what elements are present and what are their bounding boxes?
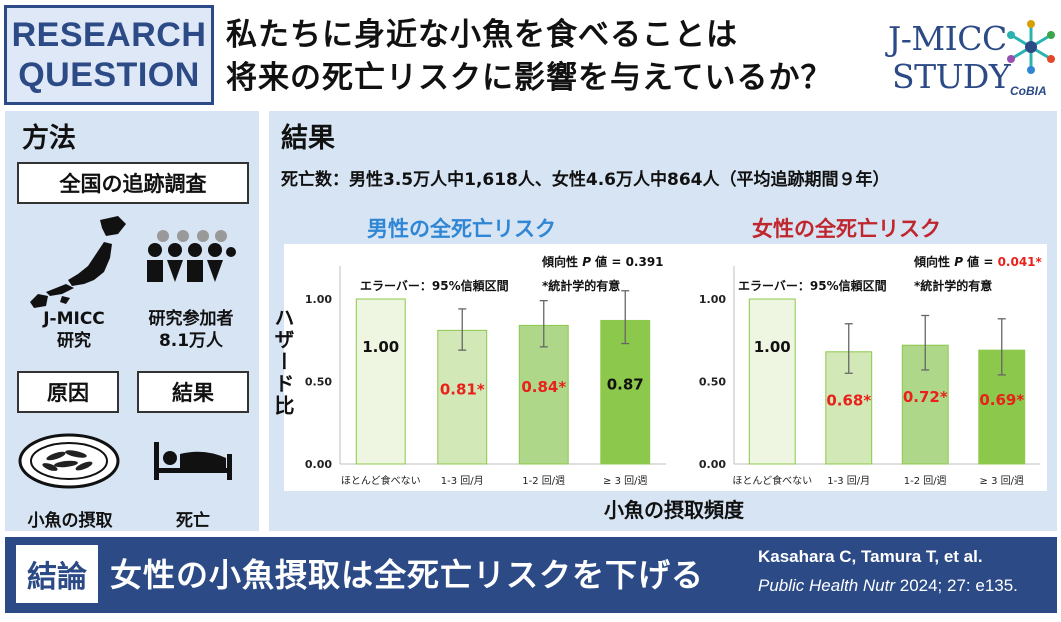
trend-p-letter: P [582, 255, 591, 269]
value-label-men-0: 1.00 [362, 338, 399, 356]
logo-cobia: CoBIA [1010, 84, 1047, 98]
x-tick-label-women-2: 1-2 回/週 [904, 475, 947, 487]
x-tick-label-women-0: ほとんど食べない [732, 474, 812, 487]
x-axis-title: 小魚の摂取頻度 [604, 498, 744, 522]
citation-authors: Kasahara C, Tamura T, et al. [758, 547, 983, 566]
value-label-women-3: 0.69* [979, 391, 1024, 409]
jmicc-study-logo: J-MICC STUDY CoBIA [882, 14, 1057, 106]
value-label-men-2: 0.84* [521, 378, 566, 396]
cause-box: 原因 [17, 371, 119, 413]
research-question-badge: RESEARCH QUESTION [4, 5, 214, 105]
participants-group-icon [147, 230, 236, 282]
y-tick-label-women: 0.50 [699, 376, 726, 389]
bar-men-2 [518, 324, 569, 465]
y-axis-title: ハザード比 [271, 307, 295, 417]
conclusion-label: 結論 [16, 545, 98, 603]
japan-map-icon [30, 216, 126, 308]
study-label-line-1: J-MICC [43, 309, 105, 329]
errorbar-note-men: エラーバー：95%信頼区間 [360, 278, 509, 293]
value-label-women-2: 0.72* [903, 388, 948, 406]
y-tick-label-men: 0.50 [305, 376, 332, 389]
x-tick-label-men-2: 1-2 回/週 [522, 475, 565, 487]
significance-note-women: *統計学的有意 [914, 278, 992, 293]
y-tick-label-men: 1.00 [305, 293, 332, 306]
chart-area: 0.00 0.50 1.00 傾向性 P 値 = 0.391 エラーバー：95%信頼区間… [284, 244, 1047, 491]
bar-men-3 [600, 319, 651, 465]
value-label-men-1: 0.81* [440, 381, 485, 399]
x-tick-label-men-1: 1-3 回/月 [441, 475, 484, 487]
conclusion-text: 女性の小魚摂取は全死亡リスクを下げる [110, 556, 705, 594]
value-label-men-3: 0.87 [607, 375, 644, 393]
trend-p-letter: P [954, 255, 963, 269]
study-label: J-MICC 研究 [34, 308, 114, 352]
participants-label: 研究参加者 8.1万人 [136, 308, 246, 352]
method-title: 方法 [22, 123, 76, 154]
participants-label-line-2: 8.1万人 [158, 331, 224, 351]
logo-line-1: J-MICC [888, 19, 1007, 58]
x-tick-label-men-3: ≥ 3 回/週 [603, 475, 647, 487]
value-label-women-0: 1.00 [754, 338, 791, 356]
snowflake-emblem-icon [1007, 20, 1055, 74]
bar-men-1 [437, 329, 488, 465]
death-label: 死亡 [176, 511, 210, 531]
x-tick-label-women-1: 1-3 回/月 [827, 475, 870, 487]
logo-line-2: STUDY [892, 57, 1011, 96]
study-label-line-2: 研究 [57, 331, 91, 351]
significance-note-men: *統計学的有意 [542, 278, 620, 293]
effect-box: 結果 [137, 371, 249, 413]
y-tick-label-men: 0.00 [305, 458, 332, 471]
question-line-2: 将来の死亡リスクに影響を与えているか？ [226, 60, 833, 96]
badge-line-1: RESEARCH [11, 16, 207, 54]
trend-value: 0.391 [626, 255, 664, 269]
value-label-women-1: 0.68* [826, 392, 871, 410]
conclusion-bar [5, 537, 1057, 613]
badge-line-2: QUESTION [18, 56, 200, 94]
hazard-ratio-chart: 0.00 0.50 1.00 傾向性 P 値 = 0.391 エラーバー：95%信頼区間… [305, 254, 1043, 487]
y-tick-label-women: 0.00 [699, 458, 726, 471]
chart-title-women: 女性の全死亡リスク [752, 217, 941, 241]
results-title: 結果 [281, 123, 335, 154]
trend-prefix: 傾向性 [541, 254, 582, 269]
trend-mid: 値 = [963, 254, 998, 269]
bar-women-0 [748, 298, 796, 465]
errorbar-note-women: エラーバー：95%信頼区間 [738, 278, 887, 293]
trend-value: 0.041* [998, 255, 1043, 269]
trend-mid: 値 = [591, 254, 626, 269]
participants-label-line-1: 研究参加者 [148, 309, 234, 329]
journal-name: Public Health Nutr [758, 576, 896, 595]
small-fish-plate-icon [18, 433, 120, 489]
citation-journal: Public Health Nutr 2024; 27: e135. [758, 576, 1018, 596]
trend-p-value-women: 傾向性 P 値 = 0.041* [913, 254, 1043, 269]
trend-prefix: 傾向性 [913, 254, 954, 269]
chart-title-men: 男性の全死亡リスク [367, 217, 556, 241]
survey-box: 全国の追跡調査 [17, 162, 249, 204]
trend-p-value-men: 傾向性 P 値 = 0.391 [541, 254, 664, 269]
intake-label: 小魚の摂取 [27, 511, 113, 531]
y-tick-label-women: 1.00 [699, 293, 726, 306]
death-counts: 死亡数：男性3.5万人中1,618人、女性4.6万人中864人（平均追跡期間９年… [281, 170, 890, 190]
x-tick-label-women-3: ≥ 3 回/週 [980, 475, 1024, 487]
bar-men-0 [355, 298, 406, 465]
question-line-1: 私たちに身近な小魚を食べることは [226, 17, 738, 53]
x-tick-label-men-0: ほとんど食べない [341, 474, 421, 487]
bed-icon [154, 442, 232, 480]
journal-ref: 2024; 27: e135. [895, 576, 1018, 595]
